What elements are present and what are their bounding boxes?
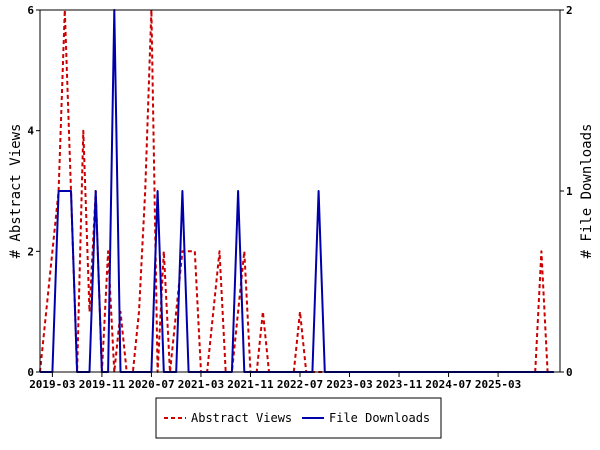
x-tick-label: 2023-11: [376, 378, 423, 391]
left-tick-label: 0: [27, 366, 34, 379]
x-tick-label: 2019-11: [79, 378, 126, 391]
legend: Abstract Views File Downloads: [155, 397, 442, 439]
left-tick-label: 6: [27, 4, 34, 17]
legend-label-file-downloads: File Downloads: [329, 411, 430, 425]
left-tick-label: 2: [27, 245, 34, 258]
x-tick-label: 2025-03: [475, 378, 521, 391]
right-tick-label: 1: [566, 185, 573, 198]
right-tick-label: 2: [566, 4, 573, 17]
x-tick-label: 2020-07: [128, 378, 174, 391]
left-axis-title: # Abstract Views: [8, 124, 24, 259]
x-tick-label: 2024-07: [425, 378, 471, 391]
left-tick-label: 4: [27, 125, 34, 138]
x-tick-label: 2021-03: [178, 378, 224, 391]
x-tick-label: 2022-07: [277, 378, 323, 391]
right-axis-title: # File Downloads: [579, 124, 595, 259]
x-tick-label: 2023-03: [326, 378, 372, 391]
right-tick-label: 0: [566, 366, 573, 379]
axes: 0 2 4 6 0 1 2 2019-03 2019-11 2020-07 2021-03 2021-…: [27, 4, 573, 391]
legend-box: [155, 397, 442, 439]
x-tick-label: 2019-03: [29, 378, 75, 391]
x-tick-label: 2021-11: [227, 378, 274, 391]
legend-label-abstract-views: Abstract Views: [191, 411, 292, 425]
